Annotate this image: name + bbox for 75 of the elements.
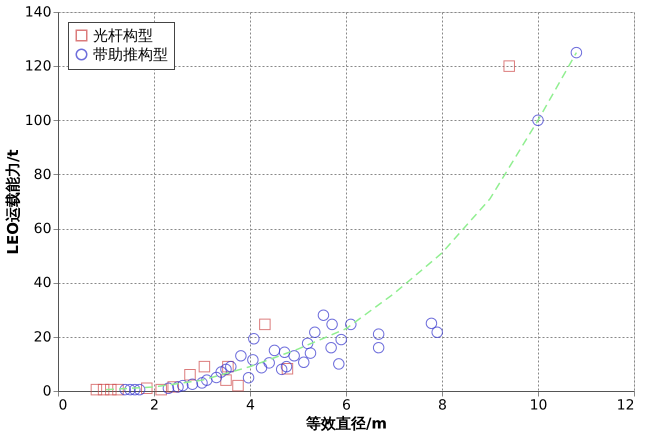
point <box>503 60 515 72</box>
y-tick-label: 40 <box>34 275 52 292</box>
legend-label: 带助推构型 <box>93 46 168 64</box>
point <box>298 356 310 368</box>
point <box>278 346 290 358</box>
point <box>220 364 232 376</box>
point <box>124 384 136 396</box>
point <box>282 363 294 375</box>
y-tick-label: 140 <box>24 4 52 20</box>
point <box>184 369 196 380</box>
point <box>335 334 347 346</box>
y-tick-label: 0 <box>42 384 52 400</box>
point <box>90 384 102 396</box>
point <box>162 382 174 394</box>
point <box>247 354 259 366</box>
point <box>325 342 337 354</box>
y-axis-title: LEO运载能力/t <box>4 149 22 255</box>
point <box>186 378 198 390</box>
point <box>225 360 237 372</box>
x-tick-label: 8 <box>438 398 447 414</box>
point <box>198 360 210 372</box>
point <box>129 384 141 396</box>
point <box>431 326 443 338</box>
point <box>276 364 288 376</box>
y-tick-label: 80 <box>34 166 52 183</box>
point <box>119 384 131 396</box>
point <box>326 318 338 330</box>
legend-label: 光杆构型 <box>93 26 153 44</box>
x-tick-label: 10 <box>530 398 548 414</box>
point <box>259 318 271 330</box>
point <box>215 366 227 378</box>
point <box>333 358 345 370</box>
point <box>105 384 117 396</box>
point <box>167 381 179 393</box>
point <box>220 374 232 386</box>
point <box>172 381 184 393</box>
x-tick-label: 4 <box>246 398 256 414</box>
point <box>210 372 222 384</box>
point <box>201 374 213 386</box>
point <box>280 360 292 372</box>
point <box>177 380 189 392</box>
point <box>263 357 275 369</box>
point <box>268 344 280 356</box>
point <box>372 342 384 354</box>
point <box>248 333 260 344</box>
point <box>196 377 208 389</box>
point <box>235 350 247 362</box>
point <box>288 350 300 362</box>
point <box>532 114 544 126</box>
point <box>134 384 146 396</box>
x-tick-label: 12 <box>616 398 634 414</box>
point <box>98 384 110 396</box>
y-tick-label: 60 <box>34 221 52 238</box>
point <box>256 362 268 374</box>
point <box>155 384 167 396</box>
y-tick-label: 100 <box>24 112 52 129</box>
y-tick-label: 120 <box>24 58 52 75</box>
point <box>302 338 314 350</box>
point <box>309 326 321 338</box>
point <box>141 382 153 394</box>
x-tick-label: 2 <box>150 398 159 414</box>
x-tick-label: 6 <box>342 398 352 414</box>
point <box>570 46 582 58</box>
point <box>222 360 234 372</box>
x-tick-label: 0 <box>58 398 68 414</box>
point <box>318 309 330 321</box>
point <box>372 328 384 340</box>
point <box>345 318 357 330</box>
point <box>242 372 254 384</box>
y-tick-label: 20 <box>34 329 52 346</box>
point <box>112 384 124 396</box>
point <box>426 318 438 330</box>
x-axis-title: 等效直径/m <box>304 414 388 432</box>
point <box>232 380 244 392</box>
point <box>304 347 316 359</box>
